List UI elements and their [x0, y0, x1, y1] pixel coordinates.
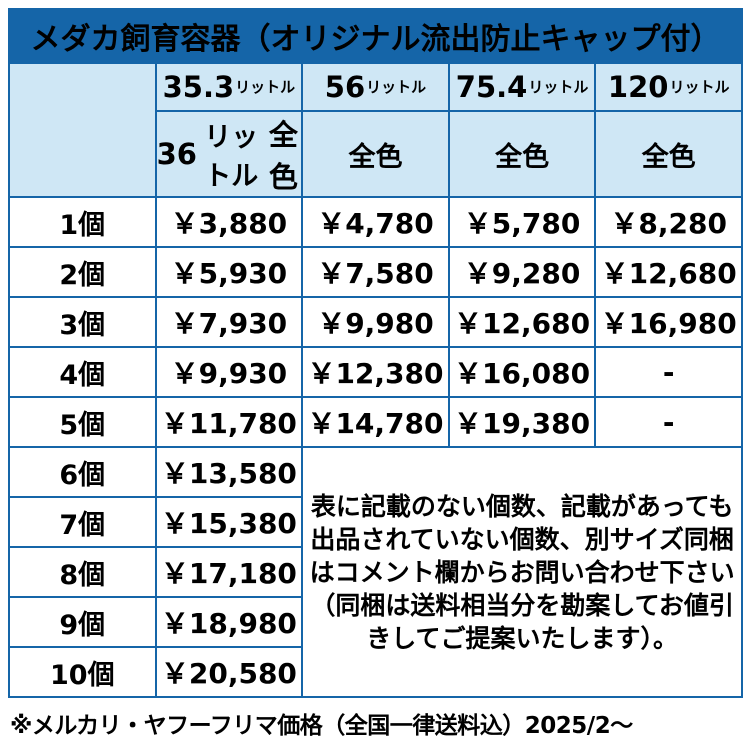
header-row-size: 35.3 リットル 56 リットル 75.4 リットル 120 リットル: [8, 62, 743, 198]
price-r1-c1: ￥3,880: [154, 196, 304, 248]
note-text: 表に記載のない個数、記載があっても出品されていない個数、別サイズ同梱はコメント欄…: [301, 446, 743, 698]
column-color-label-2: 全色: [301, 110, 450, 198]
table-row: 7個 ￥15,380: [8, 496, 742, 548]
column-header-size-1: 35.3 リットル: [154, 62, 304, 112]
column-size-unit-2: リットル: [366, 77, 427, 96]
column-size-unit-1: リットル: [235, 77, 296, 96]
table-row: 2個 ￥5,930 ￥7,580 ￥9,280 ￥12,680: [8, 246, 743, 298]
price-r3-c3: ￥12,680: [447, 296, 597, 348]
column-header-size-3: 75.4 リットル: [447, 62, 597, 112]
price-r7-c1: ￥15,380: [154, 496, 304, 548]
price-r2-c1: ￥5,930: [154, 246, 304, 298]
price-r1-c2: ￥4,780: [301, 196, 450, 248]
column-size-value-1: 35.3: [162, 70, 235, 104]
column-size-unit-3: リットル: [528, 77, 589, 96]
price-r5-c4: -: [594, 396, 743, 448]
price-r6-c1: ￥13,580: [154, 446, 304, 498]
column-size-unit-1b: リットル: [204, 122, 259, 192]
price-r4-c2: ￥12,380: [301, 346, 450, 398]
header-corner-cell: [8, 62, 157, 198]
price-r4-c4: -: [594, 346, 743, 398]
price-r3-c2: ￥9,980: [301, 296, 450, 348]
row-qty-4: 4個: [8, 346, 157, 398]
column-subheader-1: 36 リットル 全色: [154, 110, 304, 198]
row-qty-9: 9個: [8, 596, 157, 648]
price-r4-c1: ￥9,930: [154, 346, 304, 398]
table-row: 10個 ￥20,580: [8, 646, 742, 698]
row-qty-1: 1個: [8, 196, 157, 248]
table-row: 4個 ￥9,930 ￥12,380 ￥16,080 -: [8, 346, 743, 398]
table-row: 8個 ￥17,180: [8, 546, 742, 598]
column-size-unit-4: リットル: [669, 77, 730, 96]
page-title: メダカ飼育容器（オリジナル流出防止キャップ付）: [8, 8, 743, 64]
column-header-size-2: 56 リットル: [301, 62, 450, 112]
table-row: 6個 ￥13,580 表に記載のない個数、記載があっても出品されていない個数、別…: [8, 446, 743, 698]
price-r2-c3: ￥9,280: [447, 246, 597, 298]
price-r3-c4: ￥16,980: [594, 296, 743, 348]
row-qty-10: 10個: [8, 646, 157, 698]
price-r5-c2: ￥14,780: [301, 396, 450, 448]
table-row: 9個 ￥18,980: [8, 596, 742, 648]
column-header-size-4: 120 リットル: [594, 62, 743, 112]
price-r2-c2: ￥7,580: [301, 246, 450, 298]
price-r1-c3: ￥5,780: [447, 196, 597, 248]
column-size-value-2: 56: [324, 70, 366, 104]
table-row: 5個 ￥11,780 ￥14,780 ￥19,380 -: [8, 396, 743, 448]
price-r8-c1: ￥17,180: [154, 546, 304, 598]
price-r5-c3: ￥19,380: [447, 396, 597, 448]
column-color-label-3: 全色: [447, 110, 597, 198]
price-r3-c1: ￥7,930: [154, 296, 304, 348]
row-qty-2: 2個: [8, 246, 157, 298]
price-r5-c1: ￥11,780: [154, 396, 304, 448]
row-qty-8: 8個: [8, 546, 157, 598]
row-qty-5: 5個: [8, 396, 157, 448]
row-qty-7: 7個: [8, 496, 157, 548]
price-r10-c1: ￥20,580: [154, 646, 304, 698]
price-r2-c4: ￥12,680: [594, 246, 743, 298]
table-row: 1個 ￥3,880 ￥4,780 ￥5,780 ￥8,280: [8, 196, 743, 248]
price-r9-c1: ￥18,980: [154, 596, 304, 648]
row-qty-3: 3個: [8, 296, 157, 348]
price-r1-c4: ￥8,280: [594, 196, 743, 248]
header-row-color: 36 リットル 全色 全色 全色 全色: [9, 110, 743, 198]
footer-note: ※メルカリ・ヤフーフリマ価格（全国一律送料込）2025/2～: [10, 713, 633, 739]
row-qty-6: 6個: [8, 446, 157, 498]
title-row: メダカ飼育容器（オリジナル流出防止キャップ付）: [8, 8, 743, 64]
price-table: メダカ飼育容器（オリジナル流出防止キャップ付） 35.3 リットル 56 リットル …: [8, 8, 743, 698]
column-size-value-4: 120: [607, 70, 669, 104]
column-size-value-3: 75.4: [455, 70, 528, 104]
column-color-label-4: 全色: [594, 110, 743, 198]
price-r4-c3: ￥16,080: [447, 346, 597, 398]
table-row: 3個 ￥7,930 ￥9,980 ￥12,680 ￥16,980: [8, 296, 743, 348]
column-size-value-1b: 36: [156, 137, 197, 171]
column-color-label-1: 全色: [268, 118, 298, 194]
